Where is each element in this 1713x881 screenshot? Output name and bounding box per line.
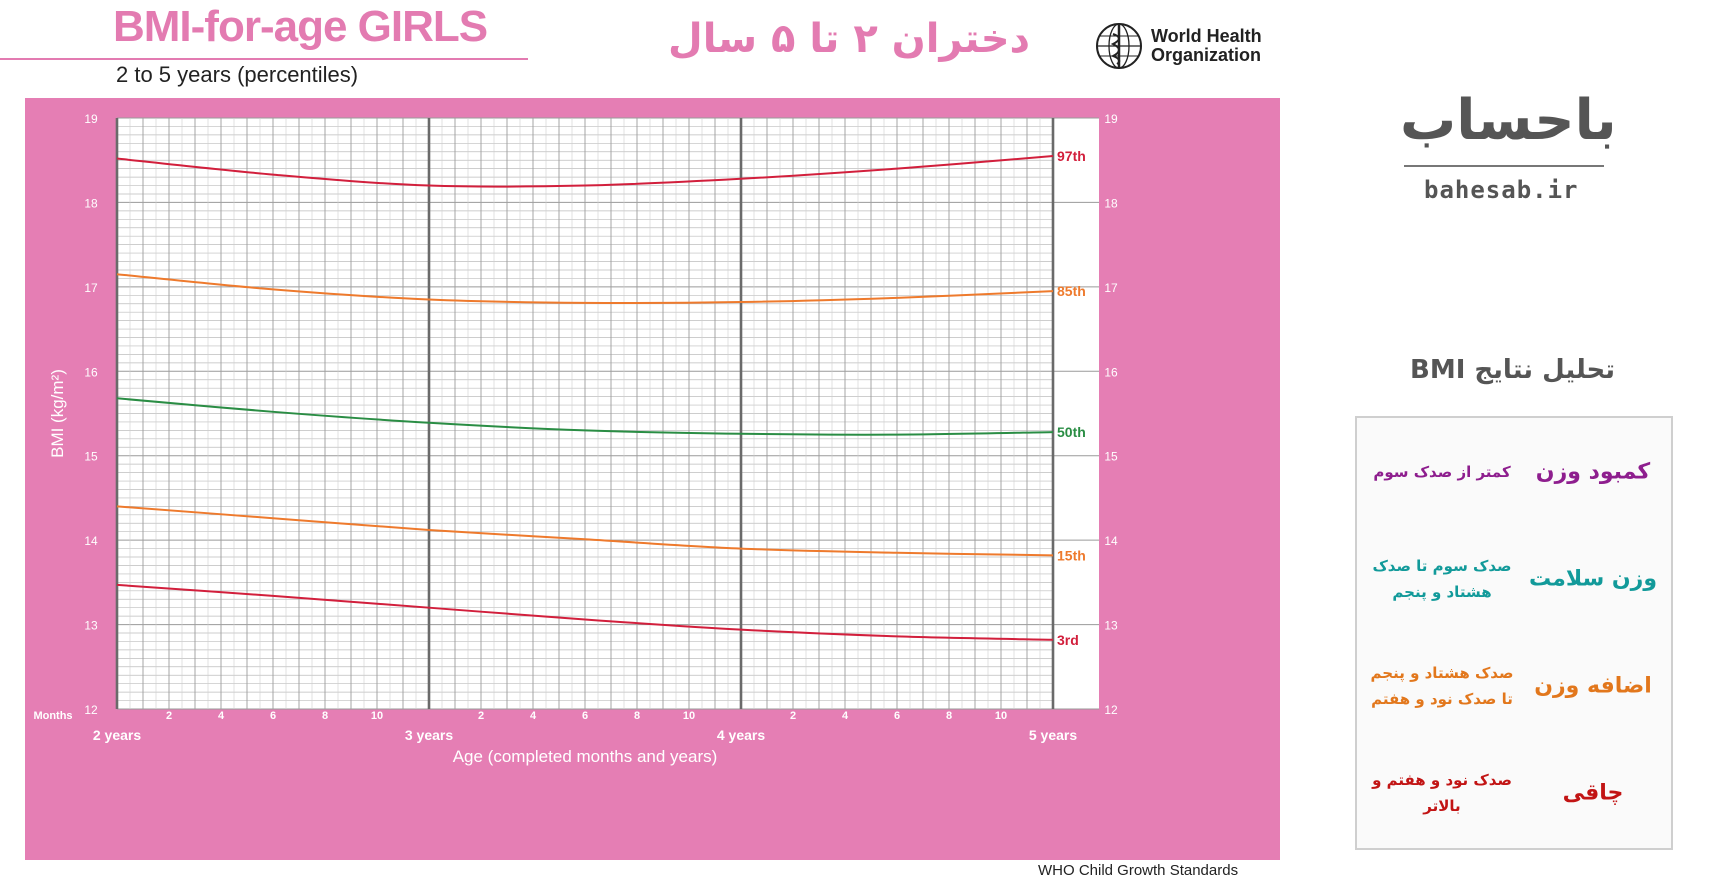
month-tick-label: 10 — [371, 710, 383, 722]
series-line-50th — [116, 397, 1054, 436]
category-label: کمبود وزن — [1535, 459, 1651, 484]
months-label: Months — [33, 710, 72, 722]
month-tick-label: 2 — [166, 710, 172, 722]
month-tick-label: 10 — [995, 710, 1007, 722]
results-row-underweight: کمبود وزن کمتر از صدک سوم — [1357, 418, 1671, 525]
y-tick-label: 19 — [84, 112, 98, 126]
category-label: وزن سلامت — [1528, 566, 1658, 591]
who-logo: World Health Organization — [1093, 20, 1262, 72]
brand-url: bahesab.ir — [1424, 176, 1579, 204]
y-tick-label: 17 — [84, 281, 98, 295]
y-tick-label-right: 12 — [1104, 703, 1118, 717]
y-tick-label: 16 — [84, 365, 98, 379]
year-tick-label: 5 years — [1029, 727, 1077, 743]
month-tick-label: 6 — [270, 710, 276, 722]
y-tick-label: 14 — [84, 534, 98, 548]
category-label: چاقی — [1562, 780, 1624, 805]
category-description: صدک سوم تا صدک هشتاد و پنجم — [1372, 556, 1512, 601]
persian-title: دختران ۲ تا ۵ سال — [668, 16, 1031, 62]
month-tick-label: 4 — [218, 710, 225, 722]
month-tick-label: 8 — [946, 710, 952, 722]
month-tick-label: 6 — [582, 710, 588, 722]
y-tick-label: 15 — [84, 450, 98, 464]
bmi-chart-svg: 12 12 13 13 14 14 15 15 16 16 17 17 18 18 19 19 BMI (kg/… — [25, 98, 1280, 860]
y-tick-label-right: 18 — [1104, 196, 1118, 210]
y-tick-label-right: 19 — [1104, 112, 1118, 126]
month-tick-label: 4 — [530, 710, 537, 722]
results-table: کمبود وزن کمتر از صدک سوم وزن سلامت صدک … — [1355, 416, 1673, 850]
series-label-97th: 97th — [1057, 148, 1086, 164]
month-tick-label: 8 — [634, 710, 640, 722]
category-description: صدک نود و هفتم و بالاتر — [1372, 770, 1512, 815]
category-label: اضافه وزن — [1534, 673, 1652, 698]
month-tick-label: 10 — [683, 710, 695, 722]
category-description: کمتر از صدک سوم — [1373, 462, 1511, 481]
results-row-healthy: وزن سلامت صدک سوم تا صدک هشتاد و پنجم — [1357, 525, 1671, 632]
series-line-85th — [116, 273, 1054, 305]
month-tick-label: 6 — [894, 710, 900, 722]
y-tick-label-right: 14 — [1104, 534, 1118, 548]
chart-subtitle: 2 to 5 years (percentiles) — [116, 62, 359, 87]
year-tick-label: 2 years — [93, 727, 141, 743]
chart-title: BMI-for-age GIRLS — [113, 2, 488, 51]
y-tick-label-right: 13 — [1104, 619, 1118, 633]
year-tick-label: 4 years — [717, 727, 765, 743]
series-label-85th: 85th — [1057, 283, 1086, 299]
label-strip — [1053, 118, 1099, 709]
series-label-50th: 50th — [1057, 424, 1086, 440]
series-line-97th — [116, 154, 1054, 188]
results-title: تحلیل نتایج BMI — [1410, 355, 1616, 385]
month-tick-label: 2 — [478, 710, 484, 722]
bmi-chart: 12 12 13 13 14 14 15 15 16 16 17 17 18 18 19 19 BMI (kg/… — [25, 98, 1280, 864]
results-row-obese: چاقی صدک نود و هفتم و بالاتر — [1357, 739, 1671, 846]
month-tick-label: 8 — [322, 710, 328, 722]
who-name-line1: World Health — [1151, 26, 1262, 46]
y-tick-label-right: 16 — [1104, 365, 1118, 379]
brand-logo: باحساب — [1400, 88, 1617, 153]
x-axis-label: Age (completed months and years) — [453, 747, 718, 766]
source-note: WHO Child Growth Standards — [1038, 862, 1239, 879]
year-tick-label: 3 years — [405, 727, 453, 743]
y-tick-label: 12 — [84, 703, 98, 717]
y-axis-label: BMI (kg/m²) — [48, 369, 67, 458]
y-tick-label: 18 — [84, 196, 98, 210]
y-tick-label-right: 15 — [1104, 450, 1118, 464]
y-tick-label-right: 17 — [1104, 281, 1118, 295]
month-tick-label: 2 — [790, 710, 796, 722]
month-tick-label: 4 — [842, 710, 849, 722]
series-label-3rd: 3rd — [1057, 632, 1079, 648]
results-row-overweight: اضافه وزن صدک هشتاد و پنجم تا صدک نود و … — [1357, 632, 1671, 739]
who-emblem-icon — [1096, 23, 1142, 69]
brand-underline — [1404, 165, 1604, 167]
series-line-15th — [116, 505, 1054, 557]
category-description: صدک هشتاد و پنجم تا صدک نود و هفتم — [1370, 663, 1514, 708]
y-tick-label: 13 — [84, 619, 98, 633]
who-name-line2: Organization — [1151, 45, 1262, 65]
series-label-15th: 15th — [1057, 547, 1086, 563]
series-line-3rd — [116, 583, 1054, 641]
title-underline — [0, 58, 528, 60]
